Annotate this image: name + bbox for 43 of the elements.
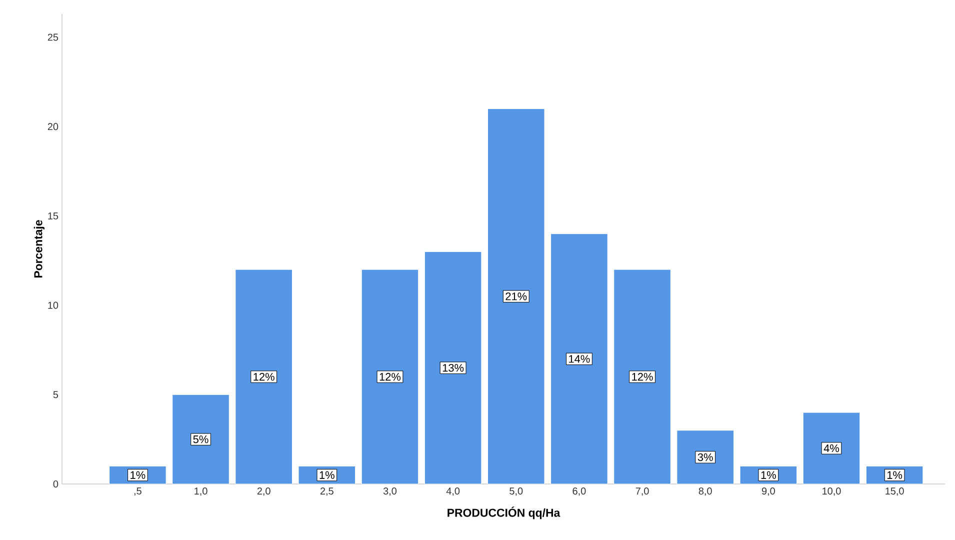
x-tick-label: 1,0 <box>194 488 208 496</box>
bar <box>550 234 608 484</box>
x-tick-label: ,5 <box>134 488 142 496</box>
y-tick-label: 0 <box>53 480 58 488</box>
y-axis-title: Porcentaje <box>34 220 45 278</box>
data-label: 1% <box>761 471 776 479</box>
bar <box>487 108 545 484</box>
y-tick-label: 5 <box>53 391 58 398</box>
bar <box>424 251 482 484</box>
bar <box>235 269 292 484</box>
bar <box>802 412 860 484</box>
data-label: 14% <box>569 355 590 363</box>
x-tick-label: 2,5 <box>320 488 334 496</box>
bar <box>676 430 734 484</box>
x-tick-label: 2,0 <box>257 488 270 496</box>
x-tick-label: 8,0 <box>698 488 712 496</box>
x-tick-label: 15,0 <box>886 488 904 496</box>
data-label: 1% <box>887 471 902 479</box>
x-tick-label: 5,0 <box>510 488 523 496</box>
data-label: 12% <box>632 372 653 381</box>
x-tick-label: 10,0 <box>822 488 841 496</box>
x-tick-label: 7,0 <box>636 488 649 496</box>
x-axis-title: PRODUCCIÓN qq/Ha <box>448 506 560 520</box>
data-label: 1% <box>320 471 334 479</box>
x-tick-label: 6,0 <box>572 488 586 496</box>
data-label: 1% <box>130 471 146 479</box>
y-tick-label: 25 <box>48 34 58 41</box>
x-tick-label: 3,0 <box>383 488 397 496</box>
data-label: 13% <box>442 364 464 372</box>
bar <box>361 269 419 484</box>
data-label: 12% <box>254 372 274 381</box>
data-label: 21% <box>506 292 527 300</box>
data-label: 12% <box>380 372 401 381</box>
y-tick-label: 15 <box>48 212 58 220</box>
y-tick-label: 20 <box>48 123 58 130</box>
data-label: 5% <box>193 435 208 444</box>
x-tick-label: 4,0 <box>446 488 460 496</box>
bar <box>172 394 230 484</box>
bar <box>614 269 671 484</box>
data-label: 3% <box>698 453 713 462</box>
x-tick-label: 9,0 <box>762 488 775 496</box>
y-tick-label: 10 <box>48 302 58 309</box>
data-label: 4% <box>824 444 839 452</box>
